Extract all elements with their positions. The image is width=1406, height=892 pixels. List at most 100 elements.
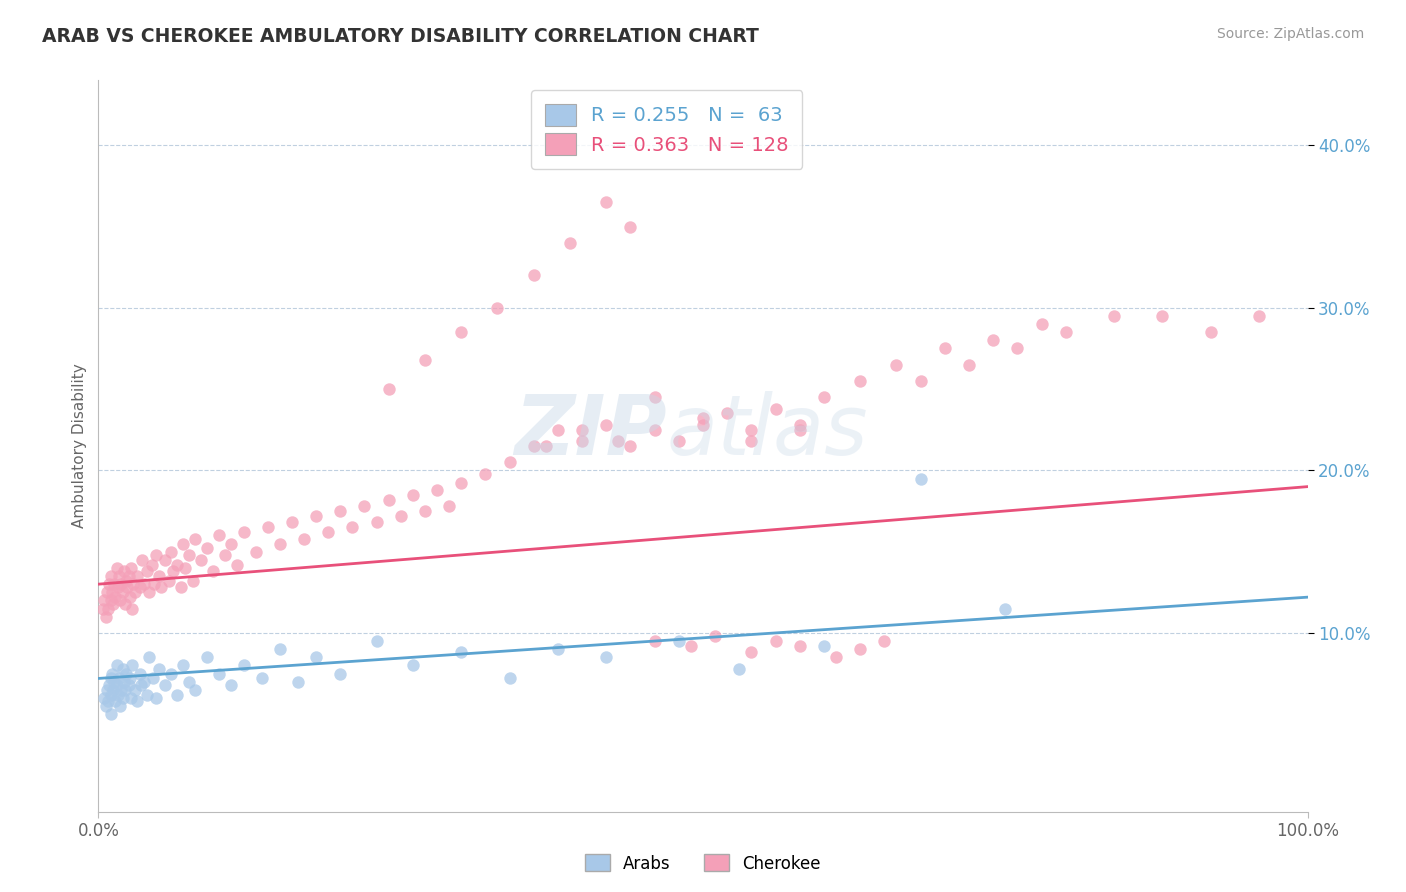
Point (474, 467, 496, 481)
Point (353, 499, 375, 513)
Point (305, 650, 328, 665)
Point (160, 544, 183, 558)
Point (498, 672, 520, 686)
Point (765, 401, 787, 416)
Point (1152, 309, 1174, 323)
Point (269, 536, 291, 550)
Point (120, 690, 142, 705)
Point (595, 650, 617, 665)
Point (100, 569, 122, 583)
Point (692, 411, 714, 425)
Point (100, 666, 122, 681)
Point (135, 688, 157, 702)
Point (96, 682, 118, 697)
Point (108, 569, 131, 583)
Point (1007, 342, 1029, 356)
Point (107, 688, 129, 702)
Point (124, 585, 146, 599)
Point (94, 609, 117, 624)
Point (141, 558, 163, 572)
Point (145, 690, 167, 705)
Point (112, 674, 135, 689)
Point (389, 508, 412, 523)
Point (110, 682, 132, 697)
Point (668, 434, 690, 449)
Point (160, 666, 183, 681)
Point (100, 672, 122, 686)
Point (413, 352, 436, 367)
Point (789, 417, 811, 432)
Point (679, 639, 702, 653)
Point (292, 532, 315, 546)
Point (221, 536, 243, 550)
Point (486, 301, 509, 315)
Point (849, 374, 872, 388)
Point (108, 593, 131, 607)
Point (281, 516, 304, 530)
Point (172, 658, 194, 673)
Point (366, 634, 388, 648)
Point (103, 674, 125, 689)
Point (166, 558, 188, 572)
Text: Source: ZipAtlas.com: Source: ZipAtlas.com (1216, 27, 1364, 41)
Point (450, 476, 472, 491)
Point (112, 564, 135, 578)
Point (101, 597, 124, 611)
Point (96, 585, 118, 599)
Point (105, 658, 128, 673)
Point (413, 504, 436, 518)
Point (595, 195, 617, 210)
Point (498, 455, 520, 469)
Point (181, 574, 204, 588)
Point (98, 577, 121, 591)
Point (813, 639, 835, 653)
Point (202, 564, 225, 578)
Point (232, 525, 254, 540)
Point (184, 682, 207, 697)
Point (765, 634, 787, 648)
Point (934, 342, 956, 356)
Point (111, 585, 134, 599)
Point (208, 666, 231, 681)
Point (162, 564, 184, 578)
Point (103, 577, 125, 591)
Point (789, 423, 811, 437)
Y-axis label: Ambulatory Disability: Ambulatory Disability (72, 364, 87, 528)
Point (232, 658, 254, 673)
Point (138, 650, 160, 665)
Point (118, 672, 141, 686)
Point (128, 581, 150, 595)
Point (101, 682, 124, 697)
Point (728, 662, 751, 676)
Point (134, 577, 156, 591)
Point (107, 581, 129, 595)
Point (118, 569, 141, 583)
Point (93, 690, 115, 705)
Point (740, 434, 762, 449)
Point (91, 601, 114, 615)
Text: ARAB VS CHEROKEE AMBULATORY DISABILITY CORRELATION CHART: ARAB VS CHEROKEE AMBULATORY DISABILITY C… (42, 27, 759, 45)
Point (104, 694, 127, 708)
Point (873, 634, 896, 648)
Point (704, 629, 727, 643)
Point (571, 434, 593, 449)
Point (110, 577, 132, 591)
Point (179, 548, 201, 562)
Point (377, 382, 399, 396)
Point (174, 561, 197, 575)
Point (250, 672, 273, 686)
Point (329, 504, 352, 518)
Point (571, 423, 593, 437)
Point (148, 662, 170, 676)
Point (148, 569, 170, 583)
Point (740, 645, 762, 659)
Point (118, 590, 141, 604)
Point (100, 585, 122, 599)
Point (226, 558, 249, 572)
Point (740, 423, 762, 437)
Point (111, 690, 134, 705)
Point (98, 678, 121, 692)
Legend: R = 0.255   N =  63, R = 0.363   N = 128: R = 0.255 N = 63, R = 0.363 N = 128 (531, 90, 803, 169)
Point (1102, 309, 1125, 323)
Point (127, 694, 149, 708)
